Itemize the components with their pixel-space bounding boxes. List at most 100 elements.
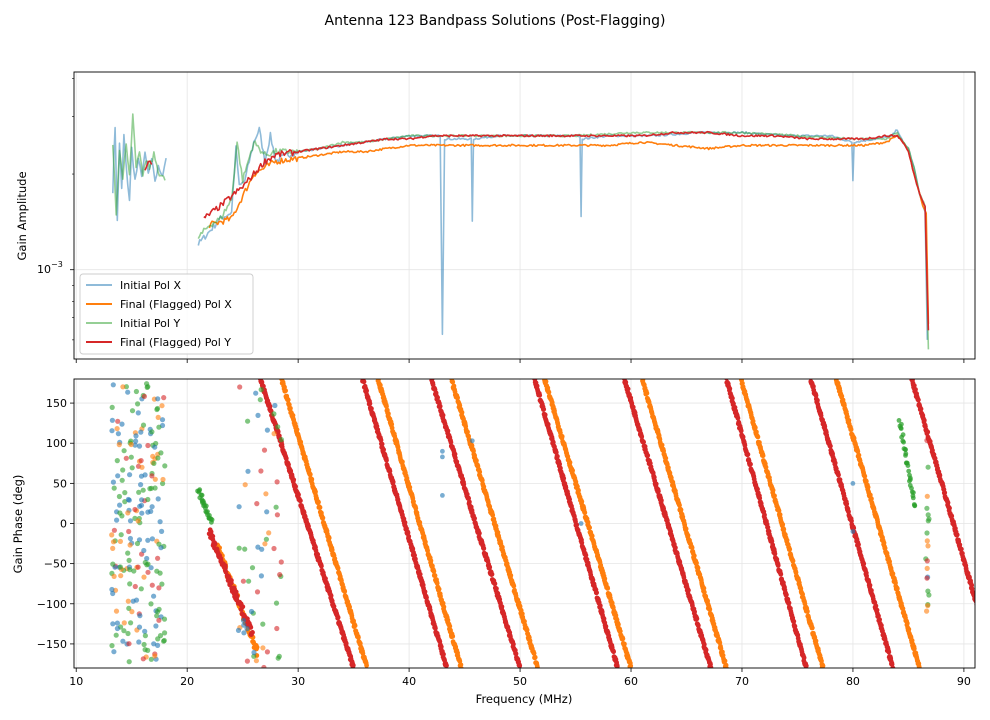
phase-point: [911, 383, 917, 388]
phase-point: [109, 404, 115, 410]
phase-point: [121, 628, 127, 634]
phase-point: [772, 493, 777, 499]
phase-point: [152, 485, 158, 491]
phase-point: [925, 429, 931, 435]
phase-point: [149, 504, 155, 510]
phase-point: [264, 427, 270, 433]
phase-point: [273, 600, 280, 606]
phase-point: [801, 655, 807, 661]
phase-point: [272, 402, 278, 409]
phase-point: [293, 484, 298, 489]
phase-point: [142, 633, 148, 639]
phase-point: [156, 541, 162, 547]
phase-point: [128, 441, 134, 448]
phase-point: [628, 663, 634, 668]
phase-point: [492, 581, 498, 587]
phase-point: [594, 590, 599, 596]
phase-point: [138, 482, 144, 488]
phase-point: [873, 603, 879, 609]
phase-point: [813, 393, 819, 398]
phase-point: [151, 641, 157, 647]
phase-point: [332, 556, 338, 561]
phase-point: [815, 397, 820, 403]
phase-point: [386, 411, 391, 417]
phase-point: [537, 392, 543, 398]
phase-point: [511, 583, 517, 589]
phase-point: [154, 613, 160, 619]
phase-point: [445, 428, 451, 434]
phase-point: [791, 619, 797, 624]
phase-point: [567, 460, 573, 465]
phase-point: [623, 379, 629, 385]
phase-point: [138, 586, 144, 592]
phase-point: [983, 632, 988, 637]
phase-point: [387, 468, 393, 474]
phase-point: [457, 658, 463, 664]
phase-point: [925, 603, 931, 609]
phase-point: [377, 382, 383, 388]
phase-point: [110, 621, 116, 627]
phase-point: [701, 642, 707, 647]
phase-point: [487, 565, 493, 570]
phase-point: [136, 489, 142, 495]
phase-point: [233, 589, 239, 595]
phase-point: [137, 613, 143, 619]
phase-point: [477, 530, 482, 536]
phase-point: [139, 497, 145, 503]
amp-line-initial-pol-y: [112, 113, 166, 216]
phase-point: [976, 605, 981, 610]
phase-point: [115, 431, 121, 437]
phase-point: [909, 638, 915, 643]
phase-point: [384, 404, 389, 409]
phase-point: [296, 492, 301, 498]
phase-point: [155, 555, 161, 561]
phase-point: [467, 499, 472, 505]
phase-point: [122, 490, 128, 496]
legend-label-final-pol-y: Final (Flagged) Pol Y: [120, 336, 231, 349]
phase-point: [770, 487, 776, 493]
phase-point: [142, 559, 148, 566]
phase-point: [115, 418, 121, 424]
phase-point: [197, 487, 203, 493]
phase-point: [137, 503, 143, 509]
phase-point: [114, 517, 120, 523]
phase-point: [440, 412, 446, 418]
phase-point: [278, 437, 284, 443]
phase-point: [894, 586, 900, 592]
phase-point: [978, 612, 983, 617]
phase-point: [274, 512, 280, 518]
phase-point: [132, 442, 138, 448]
phase-points: [109, 379, 988, 668]
phase-point: [115, 473, 121, 479]
phase-point: [489, 571, 495, 577]
phase-point: [113, 632, 119, 638]
phase-point: [155, 396, 161, 402]
amplitude-axes-frame: [73, 71, 976, 360]
phase-point: [129, 408, 136, 414]
phase-point: [694, 560, 699, 566]
amplitude-ytick-label: 10−3: [37, 260, 63, 276]
phase-point: [428, 558, 434, 564]
phase-point: [481, 546, 487, 551]
phase-point: [138, 458, 144, 464]
phase-point: [148, 601, 154, 607]
amplitude-panel: Gain Amplitude 10−3 Initial Pol X Final …: [15, 71, 976, 363]
phase-point: [313, 489, 318, 495]
phase-point: [809, 625, 815, 631]
phase-point: [413, 556, 418, 562]
phase-point: [157, 633, 164, 639]
phase-point: [983, 634, 988, 639]
phase-point: [784, 537, 790, 543]
phase-point: [622, 641, 627, 647]
phase-point: [803, 663, 809, 668]
phase-point: [110, 545, 116, 552]
phase-point: [120, 638, 126, 644]
phase-point: [776, 508, 782, 514]
figure-title: Antenna 123 Bandpass Solutions (Post-Fla…: [325, 13, 666, 29]
phase-point: [792, 623, 798, 629]
phase-point: [114, 625, 120, 632]
phase-point: [141, 547, 147, 554]
phase-point: [452, 451, 458, 457]
phase-point: [248, 608, 255, 615]
phase-point: [240, 604, 246, 610]
